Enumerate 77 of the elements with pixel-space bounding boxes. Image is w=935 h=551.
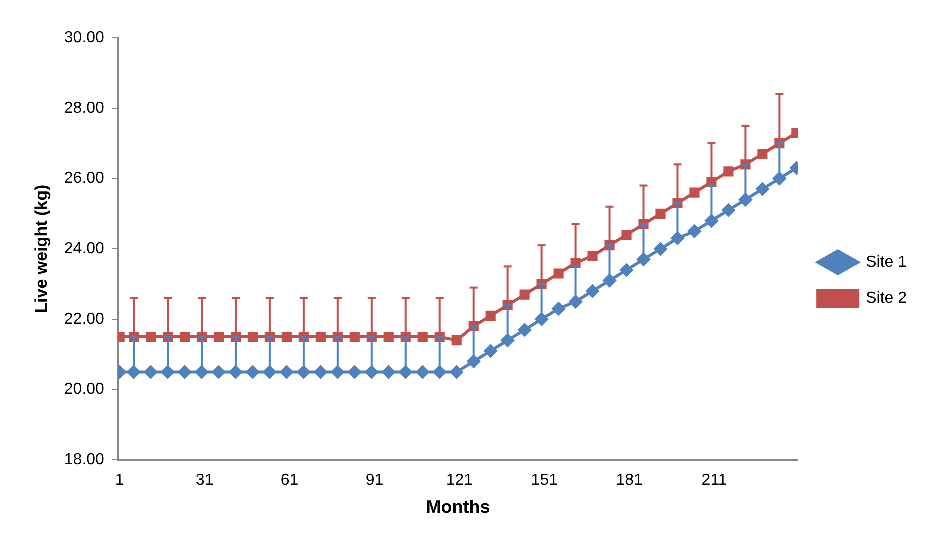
point (350, 332, 360, 342)
point (603, 274, 616, 288)
y-tick-label: 22.00 (64, 310, 105, 328)
point (246, 366, 260, 379)
y-axis-title: Live weight (kg) (32, 184, 51, 314)
point (484, 344, 498, 358)
point (178, 366, 192, 379)
point (229, 366, 242, 379)
point (758, 149, 768, 160)
point (128, 366, 141, 379)
point (654, 242, 668, 256)
x-tick-label: 31 (196, 472, 214, 490)
point (316, 332, 326, 342)
point (739, 193, 752, 206)
point (520, 290, 530, 300)
point (195, 366, 208, 379)
point (569, 295, 582, 308)
point (656, 208, 666, 219)
point (620, 264, 634, 277)
y-tick-label: 24.00 (64, 240, 105, 258)
point (773, 172, 786, 186)
point (144, 366, 158, 379)
point (263, 366, 276, 379)
point (756, 182, 770, 196)
point (518, 324, 532, 337)
x-tick-label: 91 (366, 472, 384, 490)
point (501, 334, 514, 348)
point (690, 188, 700, 198)
x-tick-label: 181 (616, 472, 644, 490)
y-tick-label: 20.00 (64, 381, 105, 398)
point (622, 230, 632, 240)
point (588, 251, 598, 262)
x-tick-label: 211 (702, 472, 728, 490)
point (214, 332, 224, 342)
point (180, 332, 190, 342)
point (637, 253, 650, 266)
point (450, 366, 464, 379)
point (248, 332, 258, 342)
x-tick-label: 61 (280, 472, 299, 490)
x-tick-label: 151 (531, 472, 558, 490)
point (282, 332, 292, 342)
point (467, 355, 480, 368)
point (418, 332, 428, 342)
point (314, 366, 328, 379)
point (486, 310, 496, 321)
point (554, 268, 564, 279)
point (722, 204, 736, 217)
point (280, 366, 294, 379)
point (146, 332, 156, 342)
point (535, 312, 548, 326)
y-tick-label: 28.00 (64, 100, 105, 117)
point (671, 232, 684, 246)
point (161, 366, 174, 379)
point (399, 366, 412, 379)
point (586, 284, 600, 298)
point (705, 214, 718, 228)
point (331, 366, 344, 379)
legend-label: Site 2 (866, 290, 908, 307)
point (297, 366, 310, 379)
legend-label: Site 1 (866, 254, 908, 271)
x-tick-label: 1 (115, 472, 124, 490)
point (552, 302, 566, 316)
point (365, 366, 378, 379)
point (452, 336, 462, 346)
point (416, 366, 430, 379)
y-tick-label: 18.00 (64, 452, 105, 469)
x-axis-title: Months (426, 497, 490, 518)
point (348, 366, 362, 379)
point (688, 225, 702, 238)
y-tick-label: 26.00 (64, 170, 105, 188)
point (382, 366, 396, 379)
point (433, 366, 446, 379)
y-tick-label: 30.00 (64, 29, 105, 46)
point (724, 166, 734, 177)
point (212, 366, 226, 379)
point (384, 332, 394, 342)
x-tick-label: 121 (446, 472, 474, 490)
